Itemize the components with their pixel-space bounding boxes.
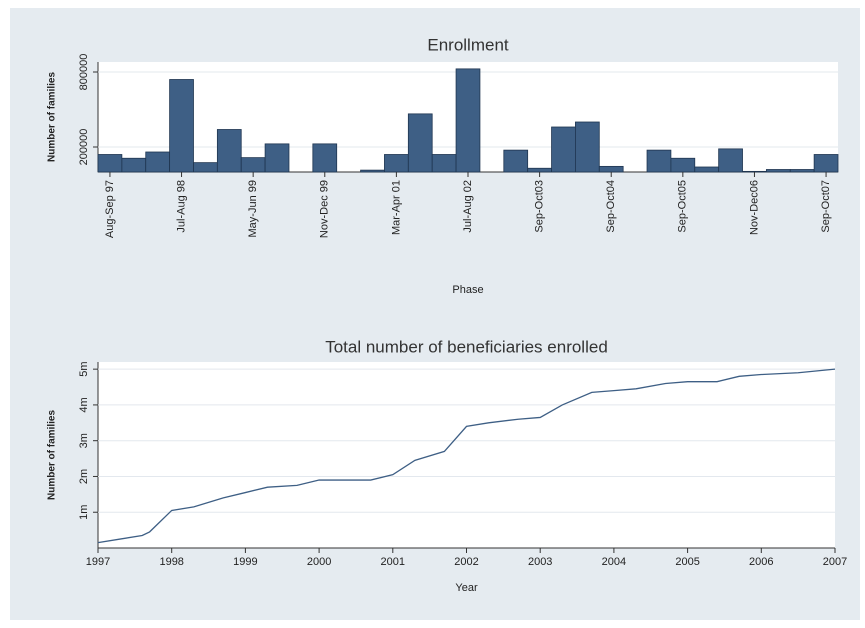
x-tick-label: 2004 [602,556,626,568]
bar [312,143,338,173]
line-series [97,368,836,544]
x-tick-label: Nov-Dec06 [748,180,760,235]
x-tick-label: 1998 [159,556,183,568]
bar [551,126,576,173]
x-axis-label: Phase [452,284,483,296]
plot-area [98,362,835,548]
x-tick-label: 1997 [86,556,110,568]
x-tick-label: 2002 [454,556,478,568]
bar [360,169,385,173]
bar [503,149,529,173]
y-tick-label: 4m [78,397,90,412]
bar [742,170,767,173]
bar [694,166,720,173]
bar [575,121,600,173]
bar [121,157,147,173]
x-axis-label: Year [455,582,478,594]
bar [240,157,266,173]
bar [789,169,815,173]
x-tick-label: May-Jun 99 [247,180,259,237]
bar [145,151,171,173]
x-tick-label: Jul-Aug 02 [462,180,474,233]
bar [193,162,218,173]
x-tick-label: Aug-Sep 97 [104,180,116,238]
x-tick-label: Mar-Apr 01 [390,180,402,235]
y-tick-label: 2m [78,469,90,484]
chart-title: Total number of beneficiaries enrolled [325,337,608,356]
bar [407,113,433,173]
y-tick-label: 5m [78,362,90,377]
bar [598,165,624,173]
bar [216,129,242,173]
x-tick-label: 2005 [675,556,699,568]
x-tick-label: 2007 [823,556,847,568]
y-tick-label: 3m [78,433,90,448]
x-tick-label: 2000 [307,556,331,568]
bar [527,167,552,173]
chart-title: Enrollment [427,35,509,54]
y-tick-label: 1m [78,505,90,520]
bar [646,149,672,173]
bar [97,154,123,173]
bar [718,148,743,173]
x-tick-label: Jul-Aug 98 [175,180,187,233]
bar [670,157,696,173]
x-tick-label: 1999 [233,556,257,568]
x-tick-label: 2001 [381,556,405,568]
x-tick-label: 2006 [749,556,773,568]
y-tick-label: 200000 [78,129,90,166]
y-axis-label: Number of families [47,72,58,162]
bar [765,169,791,173]
bar [384,154,409,173]
x-tick-label: Nov-Dec 99 [319,180,331,238]
y-tick-label: 800000 [78,54,90,91]
bar [169,79,194,173]
x-tick-label: 2003 [528,556,552,568]
x-tick-label: Sep-Oct05 [677,180,689,233]
x-tick-label: Sep-Oct07 [820,180,832,233]
bar [264,143,290,173]
bar [431,154,457,173]
x-tick-label: Sep-Oct03 [534,180,546,233]
y-axis-label: Number of families [47,410,58,500]
x-tick-label: Sep-Oct04 [605,180,617,233]
bar [813,154,839,173]
bar [455,68,481,173]
